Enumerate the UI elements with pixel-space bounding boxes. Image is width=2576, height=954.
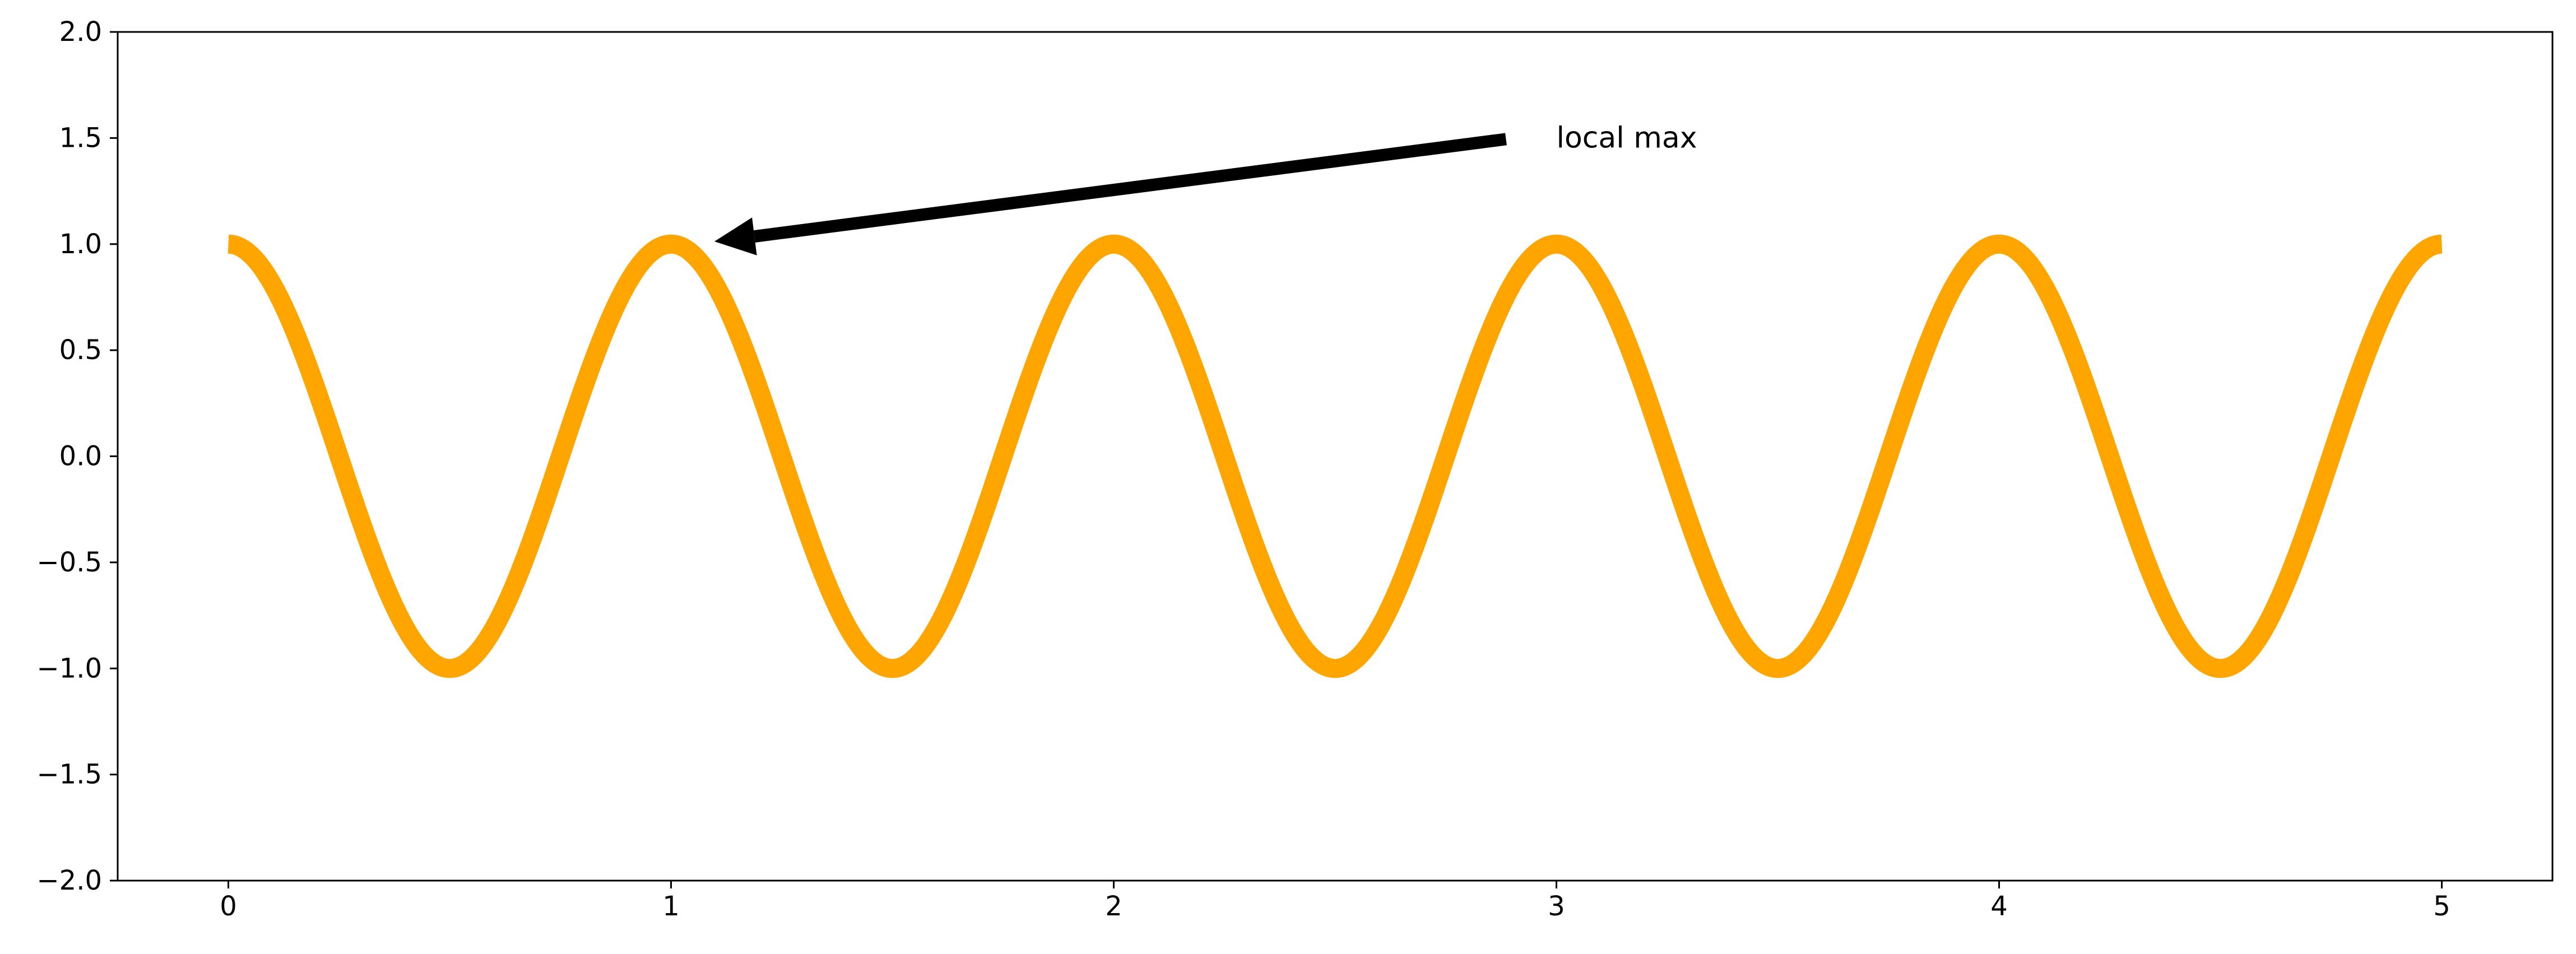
plot-area [221, 234, 2449, 678]
y-tick-label: 2.0 [59, 16, 102, 48]
annotation-layer: local max [714, 121, 1697, 255]
annotation-arrow-head [714, 217, 757, 255]
x-tick-label: 4 [1990, 891, 2008, 922]
x-tick-label: 0 [220, 891, 237, 922]
y-tick-label: −2.0 [36, 865, 102, 896]
x-tick-label: 3 [1548, 891, 1565, 922]
y-tick-label: 1.0 [59, 229, 102, 260]
x-tick-label: 2 [1105, 891, 1122, 922]
y-tick-label: 0.0 [59, 441, 102, 472]
y-tick-label: 1.5 [59, 122, 102, 153]
x-axis: 0 1 2 3 4 5 [220, 881, 2450, 922]
axes-frame [117, 31, 2554, 882]
y-axis: −2.0 −1.5 −1.0 −0.5 0.0 0.5 1.0 1.5 2.0 [36, 16, 118, 896]
series-line [221, 234, 2449, 678]
y-tick-label: −0.5 [36, 547, 102, 578]
y-tick-label: −1.5 [36, 759, 102, 790]
x-tick-label: 1 [662, 891, 680, 922]
y-tick-label: 0.5 [59, 334, 102, 366]
annotation-label: local max [1557, 121, 1697, 155]
annotation-arrow-shaft [753, 133, 1507, 243]
x-tick-label: 5 [2433, 891, 2450, 922]
y-tick-label: −1.0 [36, 653, 102, 684]
